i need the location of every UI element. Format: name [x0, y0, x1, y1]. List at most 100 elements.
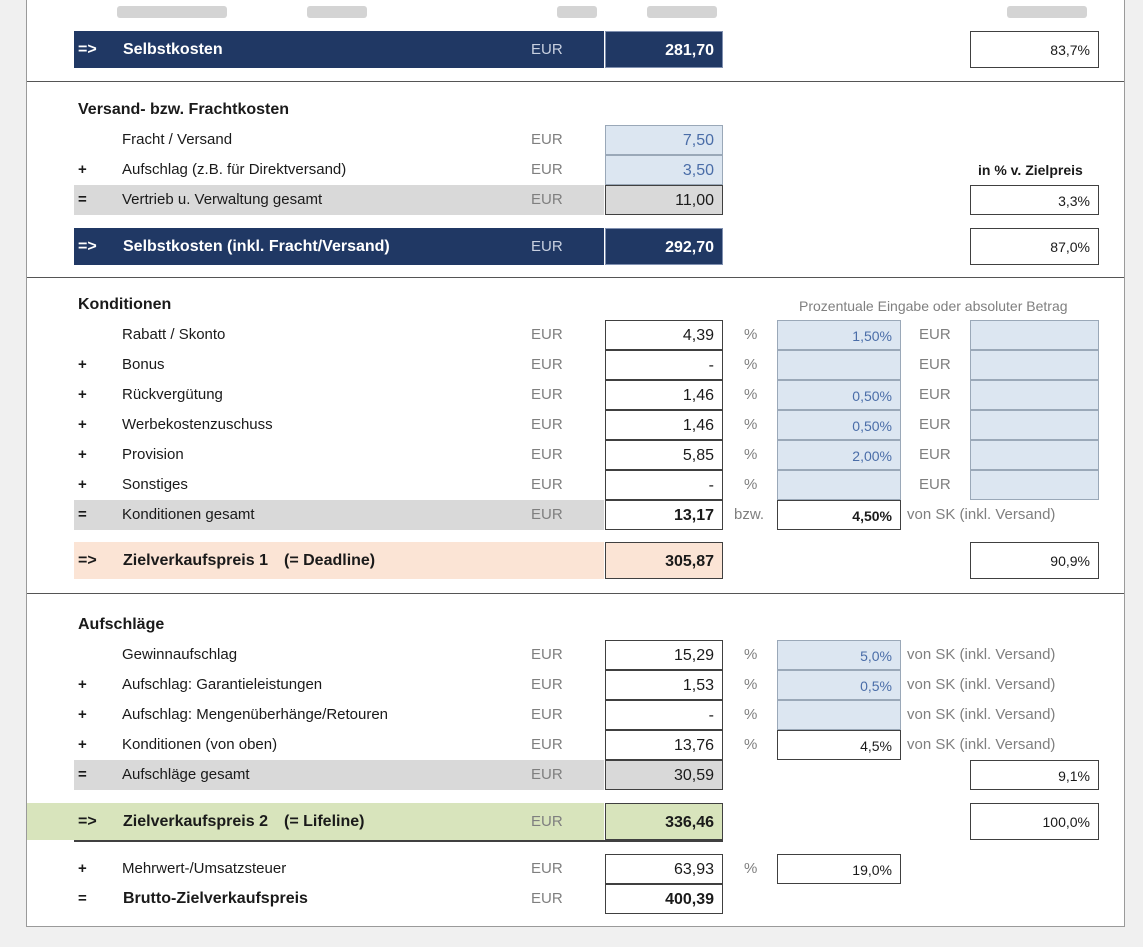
plus-sign: +	[78, 356, 87, 373]
unit-label: EUR	[531, 706, 563, 723]
konditionen-percent-input[interactable]: 0,50%	[777, 410, 901, 440]
konditionen-value[interactable]: -	[605, 470, 723, 500]
bzw-label: bzw.	[734, 506, 765, 523]
pct-column-header: in % v. Zielpreis	[978, 162, 1083, 178]
percent-unit: %	[744, 356, 758, 373]
konditionen-value[interactable]: 5,85	[605, 440, 723, 470]
selbstkosten-value[interactable]: 281,70	[605, 31, 723, 68]
versand-row-label: Aufschlag (z.B. für Direktversand)	[122, 161, 347, 178]
konditionen-eur-input[interactable]	[970, 380, 1099, 410]
selbstkosten-inkl-percent[interactable]: 87,0%	[970, 228, 1099, 265]
unit-label: EUR	[531, 506, 563, 523]
versand-row-label: Fracht / Versand	[122, 131, 233, 148]
unit-label: EUR	[531, 646, 563, 663]
aufschlag-row-label: Aufschlag: Garantieleistungen	[122, 676, 323, 693]
aufschlag-row-label: Aufschlag: Mengenüberhänge/Retouren	[122, 706, 389, 723]
plus-sign: +	[78, 386, 87, 403]
brutto-value[interactable]: 400,39	[605, 884, 723, 914]
unit-label: EUR	[531, 736, 563, 753]
konditionen-percent-input[interactable]: 0,50%	[777, 380, 901, 410]
aufschlag-row-label: Gewinnaufschlag	[122, 646, 238, 663]
equals-sign: =	[78, 191, 87, 208]
brutto-label: Brutto-Zielverkaufspreis	[123, 890, 308, 907]
unit-label: EUR	[531, 41, 563, 58]
selbstkosten-inkl-value[interactable]: 292,70	[605, 228, 723, 265]
aufschlag-percent-input[interactable]: 5,0%	[777, 640, 901, 670]
arrow-marker: =>	[78, 813, 97, 830]
von-sk-note: von SK (inkl. Versand)	[907, 736, 1056, 753]
plus-sign: +	[78, 736, 87, 753]
unit-label: EUR	[531, 446, 563, 463]
aufschlag-input[interactable]: 3,50	[605, 155, 723, 185]
konditionen-percent-input[interactable]: 1,50%	[777, 320, 901, 350]
konditionen-eur-input[interactable]	[970, 320, 1099, 350]
percent-unit: %	[744, 736, 758, 753]
konditionen-percent-input[interactable]	[777, 470, 901, 500]
aufschlaege-total-value[interactable]: 30,59	[605, 760, 723, 790]
percent-unit: %	[744, 860, 758, 877]
selbstkosten-percent[interactable]: 83,7%	[970, 31, 1099, 68]
aufschlag-percent[interactable]: 4,5%	[777, 730, 901, 760]
selbstkosten-row	[74, 31, 604, 68]
konditionen-total-value[interactable]: 13,17	[605, 500, 723, 530]
aufschlag-value[interactable]: 15,29	[605, 640, 723, 670]
konditionen-value[interactable]: 1,46	[605, 380, 723, 410]
aufschlag-value[interactable]: -	[605, 700, 723, 730]
konditionen-eur-input[interactable]	[970, 410, 1099, 440]
aufschlag-percent-input[interactable]	[777, 700, 901, 730]
percent-unit: %	[744, 646, 758, 663]
zielverkaufspreis-1-value[interactable]: 305,87	[605, 542, 723, 579]
konditionen-total-row	[74, 500, 604, 530]
konditionen-percent-input[interactable]: 2,00%	[777, 440, 901, 470]
aufschlaege-total-row	[74, 760, 604, 790]
konditionen-hint: Prozentuale Eingabe oder absoluter Betra…	[799, 298, 1068, 314]
eur-unit: EUR	[919, 446, 951, 463]
zielverkaufspreis-2-percent[interactable]: 100,0%	[970, 803, 1099, 840]
double-underline	[74, 840, 723, 842]
von-sk-note: von SK (inkl. Versand)	[907, 506, 1056, 523]
konditionen-section-title: Konditionen	[78, 296, 172, 313]
aufschlag-value[interactable]: 13,76	[605, 730, 723, 760]
percent-unit: %	[744, 416, 758, 433]
konditionen-value[interactable]: 4,39	[605, 320, 723, 350]
unit-label: EUR	[531, 860, 563, 877]
unit-label: EUR	[531, 326, 563, 343]
mwst-label: Mehrwert-/Umsatzsteuer	[122, 860, 287, 877]
konditionen-value[interactable]: 1,46	[605, 410, 723, 440]
eur-unit: EUR	[919, 386, 951, 403]
von-sk-note: von SK (inkl. Versand)	[907, 646, 1056, 663]
plus-sign: +	[78, 161, 87, 178]
konditionen-row-label: Provision	[122, 446, 184, 463]
selbstkosten-label: Selbstkosten	[123, 41, 223, 58]
konditionen-eur-input[interactable]	[970, 440, 1099, 470]
zielverkaufspreis-1-label: Zielverkaufspreis 1	[123, 552, 268, 569]
konditionen-total-percent[interactable]: 4,50%	[777, 500, 901, 530]
zielverkaufspreis-2-value[interactable]: 336,46	[605, 803, 723, 840]
zielverkaufspreis-2-label: Zielverkaufspreis 2	[123, 813, 268, 830]
unit-label: EUR	[531, 476, 563, 493]
mwst-value[interactable]: 63,93	[605, 854, 723, 884]
clipped-row-remnants	[117, 0, 1117, 18]
versand-total-percent[interactable]: 3,3%	[970, 185, 1099, 215]
selbstkosten-inkl-row	[74, 228, 604, 265]
versand-total-value[interactable]: 11,00	[605, 185, 723, 215]
fracht-input[interactable]: 7,50	[605, 125, 723, 155]
konditionen-row-label: Sonstiges	[122, 476, 188, 493]
konditionen-eur-input[interactable]	[970, 470, 1099, 500]
versand-section-title: Versand- bzw. Frachtkosten	[78, 101, 290, 118]
aufschlag-value[interactable]: 1,53	[605, 670, 723, 700]
aufschlaege-total-percent[interactable]: 9,1%	[970, 760, 1099, 790]
percent-unit: %	[744, 326, 758, 343]
equals-sign: =	[78, 890, 87, 907]
konditionen-percent-input[interactable]	[777, 350, 901, 380]
konditionen-eur-input[interactable]	[970, 350, 1099, 380]
percent-unit: %	[744, 706, 758, 723]
aufschlaege-total-label: Aufschläge gesamt	[122, 766, 250, 783]
zielverkaufspreis-1-percent[interactable]: 90,9%	[970, 542, 1099, 579]
plus-sign: +	[78, 706, 87, 723]
mwst-percent[interactable]: 19,0%	[777, 854, 901, 884]
konditionen-value[interactable]: -	[605, 350, 723, 380]
eur-unit: EUR	[919, 326, 951, 343]
aufschlag-percent-input[interactable]: 0,5%	[777, 670, 901, 700]
spreadsheet-sheet: => Selbstkosten EUR 281,70 83,7% Versand…	[26, 0, 1125, 927]
